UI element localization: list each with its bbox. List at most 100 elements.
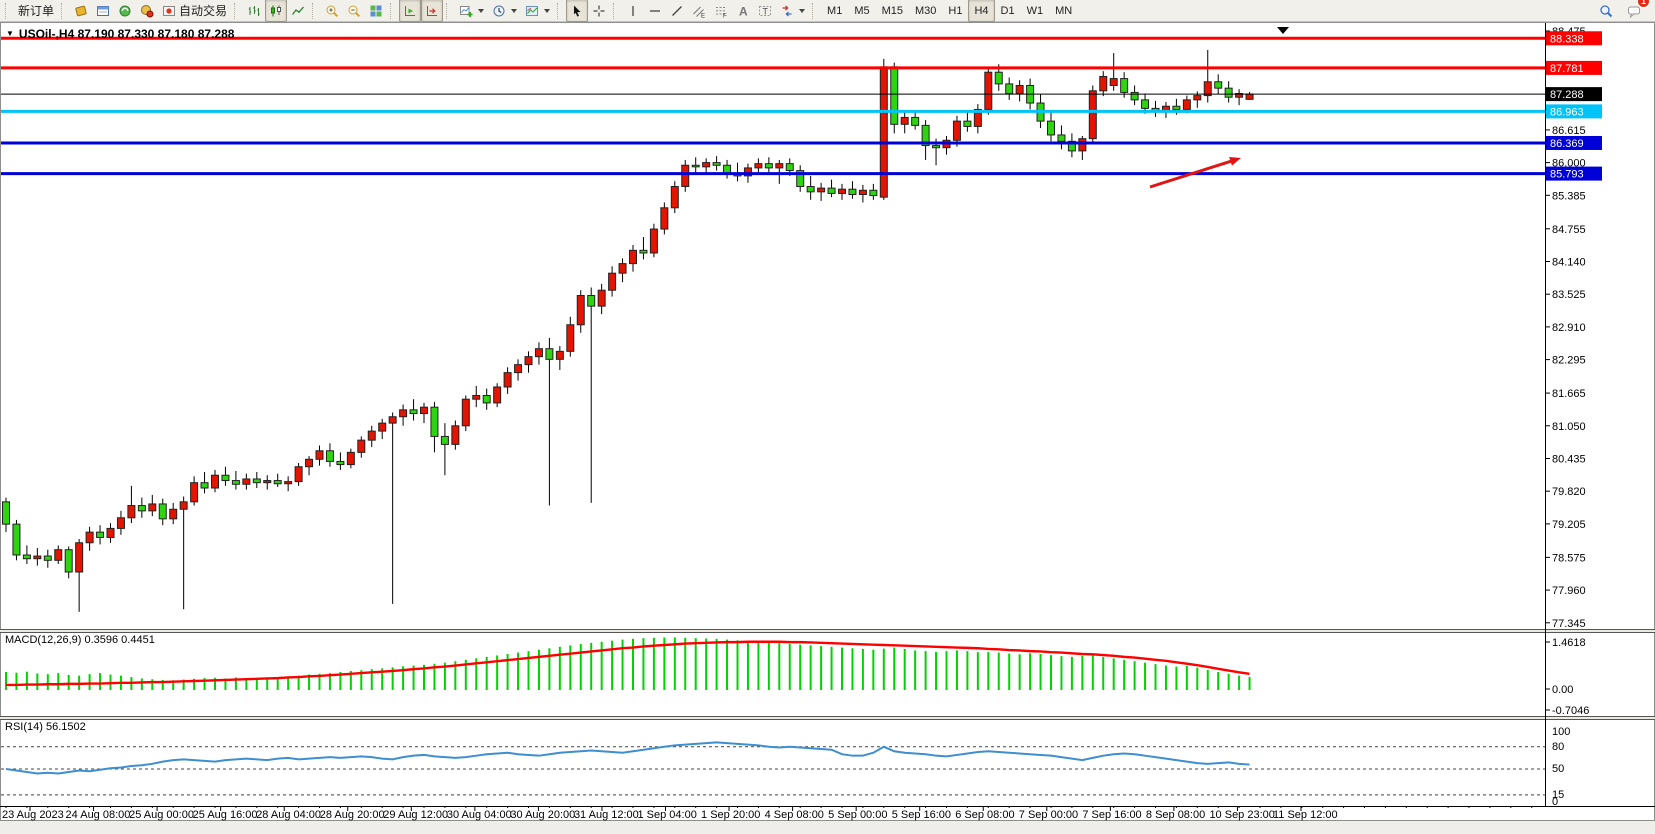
price-axis-tick-label: 84.755 — [1552, 224, 1586, 236]
trend-arrow[interactable] — [1149, 159, 1234, 189]
candle — [639, 249, 648, 254]
bar-chart-icon — [248, 5, 260, 16]
price-axis-tick-label: 77.345 — [1552, 618, 1586, 630]
candle — [963, 120, 972, 127]
chart-collapse-icon[interactable]: ▼ — [6, 29, 14, 38]
candle — [1214, 81, 1223, 89]
candle — [137, 505, 146, 512]
autotrade-button[interactable]: 自动交易 — [158, 0, 231, 22]
horizontal-line-button[interactable] — [644, 0, 666, 22]
timeframe-m5-button[interactable]: M5 — [854, 4, 870, 17]
time-axis-label: 24 Aug 08:00 — [66, 809, 131, 821]
price-badge — [1546, 135, 1602, 150]
zoom-in-button[interactable] — [321, 0, 343, 22]
market-watch-button[interactable] — [70, 0, 92, 22]
candle — [273, 480, 282, 485]
autotrade-icon — [163, 5, 176, 16]
svg-text:A: A — [739, 4, 748, 18]
candlestick-chart-icon — [271, 5, 282, 16]
bar-chart-button[interactable] — [243, 0, 265, 22]
timeframe-m15-button[interactable]: M15 — [881, 4, 903, 17]
timeframe-m30-button[interactable]: M30 — [915, 4, 937, 17]
chart-shift-button[interactable] — [421, 0, 444, 22]
timeframe-m1-button[interactable]: M1 — [827, 4, 843, 17]
shift-marker-icon[interactable] — [1277, 27, 1289, 34]
fibonacci-button[interactable]: F — [710, 0, 732, 22]
candle — [681, 164, 690, 188]
tile-windows-button[interactable] — [365, 0, 387, 22]
candle — [1120, 78, 1129, 93]
new-chart-button[interactable] — [455, 0, 488, 22]
crosshair-button[interactable] — [588, 0, 610, 22]
cursor-button[interactable] — [566, 0, 589, 22]
new-order-button[interactable]: 新订单 — [14, 0, 58, 22]
candle — [430, 406, 439, 437]
candle — [524, 356, 533, 366]
time-axis-label: 7 Sep 00:00 — [1019, 809, 1078, 821]
line-chart-button[interactable] — [287, 0, 309, 22]
navigator-button[interactable] — [114, 0, 136, 22]
price-badge — [1546, 31, 1602, 46]
templates-button[interactable] — [521, 0, 554, 22]
auto-scroll-button[interactable] — [399, 0, 422, 22]
candle — [127, 505, 136, 519]
equidistant-channel-button[interactable]: E — [688, 0, 710, 22]
candle — [43, 555, 52, 561]
notification-badge: 1 — [1636, 0, 1650, 8]
candle — [608, 272, 617, 291]
notifications-button[interactable]: 1 — [1623, 0, 1650, 22]
macd-rsi-splitter[interactable] — [0, 716, 1655, 720]
candle — [743, 167, 752, 177]
trendline-button[interactable] — [666, 0, 688, 22]
svg-text:T: T — [763, 6, 769, 16]
rsi-axis-tick-label: 100 — [1552, 726, 1570, 738]
terminal-button[interactable] — [136, 0, 158, 22]
trend-arrow-head[interactable] — [1229, 157, 1241, 166]
chevron-down-icon — [478, 8, 485, 13]
zoom-out-button[interactable] — [343, 0, 365, 22]
channel-icon: E — [693, 6, 705, 18]
timeframe-mn-button[interactable]: MN — [1055, 4, 1073, 17]
vertical-line-button[interactable] — [622, 0, 644, 22]
candlestick-chart-button[interactable] — [265, 0, 288, 22]
search-icon — [1600, 4, 1613, 17]
candle — [200, 482, 209, 489]
time-axis-label: 10 Sep 23:00 — [1209, 809, 1274, 821]
timeframe-h1-button[interactable]: H1 — [948, 4, 963, 17]
shapes-icon — [782, 5, 792, 16]
price-axis-tick-label: 81.050 — [1552, 421, 1586, 433]
candle — [723, 164, 732, 174]
rsi-axis-tick-label: 15 — [1552, 789, 1564, 801]
candle — [817, 187, 826, 193]
price-badge — [1546, 60, 1602, 75]
candle — [231, 480, 240, 485]
timeframe-w1-button[interactable]: W1 — [1026, 4, 1044, 17]
time-axis-label: 25 Aug 16:00 — [193, 809, 258, 821]
timeframe-d1-button[interactable]: D1 — [1000, 4, 1015, 17]
data-window-button[interactable] — [92, 0, 114, 22]
candle — [785, 163, 794, 172]
price-axis-tick-label: 86.615 — [1552, 125, 1586, 137]
search-button[interactable] — [1595, 0, 1617, 22]
new-order-label: 新订单 — [18, 4, 55, 18]
candle — [775, 163, 784, 169]
text-button[interactable]: A — [732, 0, 754, 22]
candle — [22, 554, 31, 560]
main-macd-splitter[interactable] — [0, 629, 1655, 633]
toolbar-grip — [557, 2, 562, 19]
candle — [764, 163, 773, 169]
candle — [346, 451, 355, 466]
candle — [1099, 75, 1108, 92]
chart-title-text: USOil-,H4 87.190 87.330 87.180 87.288 — [18, 27, 235, 41]
arrows-button[interactable] — [776, 0, 809, 22]
candle — [911, 116, 920, 126]
candle — [315, 450, 324, 460]
vertical-line-icon — [632, 5, 634, 16]
text-label-button[interactable]: T — [754, 0, 776, 22]
periods-button[interactable] — [488, 0, 521, 22]
timeframe-h4-button[interactable]: H4 — [968, 0, 995, 22]
candle — [357, 439, 366, 453]
candle — [879, 66, 888, 198]
candle — [514, 364, 523, 374]
